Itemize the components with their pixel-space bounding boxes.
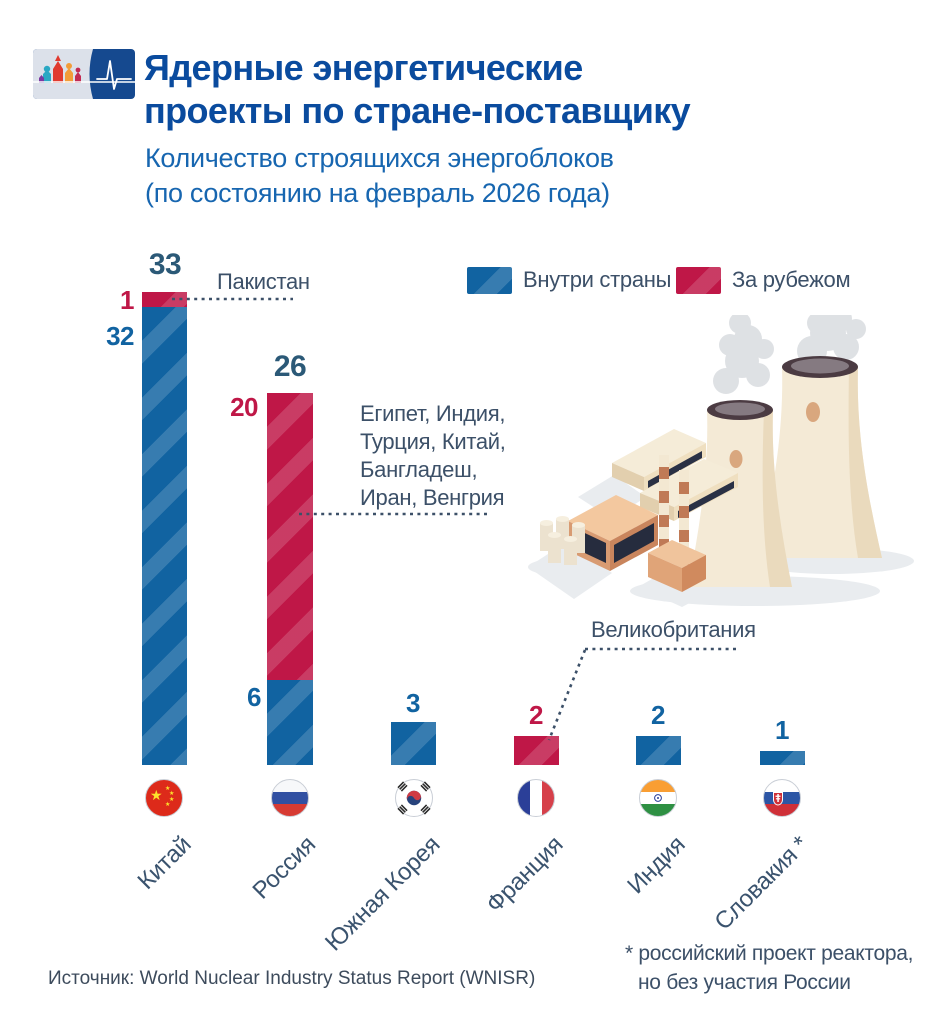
brand-logo [33,49,135,99]
title-line-2: проекты по стране-поставщику [144,90,691,131]
flag-slovakia-icon [763,779,801,817]
cathedral-icon [39,55,81,83]
cooling-tower-right [758,356,882,558]
page-subtitle: Количество строящихся энергоблоков (по с… [145,141,614,211]
category-label-india: Индия [621,831,691,900]
storage-tanks [540,516,585,565]
annotation-uk: Великобритания [591,617,756,642]
flag-russia-icon [271,779,309,817]
annotation-russia-line-1: Египет, Индия, [360,401,506,426]
value-southkorea: 3 [406,688,420,718]
annotation-pakistan: Пакистан [217,269,310,294]
footnote: * российский проект реактора, но без уча… [625,939,913,997]
pulse-icon [96,60,132,90]
flag-france-icon [517,779,555,817]
annotation-russia-line-4: Иран, Венгрия [360,485,505,510]
bar-china-abroad [142,292,187,307]
bar-russia-domestic [267,680,313,765]
category-label-slovakia: Словакия * [709,831,815,936]
value-abroad-china: 1 [120,285,134,315]
legend-label-domestic: Внутри страны [523,267,672,292]
legend-item-domestic: Внутри страны [467,266,671,294]
svg-text:★: ★ [165,785,170,792]
legend-label-abroad: За рубежом [732,267,851,292]
legend-swatch-abroad [676,266,721,294]
value-india: 2 [651,700,665,730]
value-domestic-china: 32 [106,321,134,351]
bar-china-domestic [142,307,187,765]
svg-text:★: ★ [150,788,163,804]
category-label-china: Китай [132,831,197,895]
svg-text:★: ★ [165,801,170,808]
value-france: 2 [529,700,543,730]
nuclear-plant-illustration [528,315,914,607]
bar-slovakia-domestic [760,751,805,765]
bar-france-abroad [514,736,559,765]
svg-text:★: ★ [169,796,174,803]
value-total-russia: 26 [273,350,307,383]
annotation-russia-line-3: Бангладеш, [360,457,478,482]
value-total-china: 33 [148,248,182,281]
bar-southkorea-domestic [391,722,436,765]
title-line-1: Ядерные энергетические [144,47,583,88]
value-slovakia: 1 [775,715,789,745]
footnote-line-1: * российский проект реактора, [625,942,914,965]
bar-russia-abroad [267,393,313,680]
category-label-russia: Россия [247,831,322,905]
legend-item-abroad: За рубежом [676,266,851,294]
category-label-france: Франция [480,831,569,919]
bar-india-domestic [636,736,681,765]
flag-china-icon: ★ ★ ★ ★ ★ [145,779,183,817]
annotation-russia-line-2: Турция, Китай, [360,429,506,454]
subtitle-line-1: Количество строящихся энергоблоков [145,143,614,173]
source-credit: Источник: World Nuclear Industry Status … [48,968,536,989]
value-domestic-russia: 6 [247,682,261,712]
flag-southkorea-icon [395,779,433,817]
value-abroad-russia: 20 [230,392,258,422]
annotation-russia-abroad: Египет, Индия, Турция, Китай, Бангладеш,… [360,400,506,512]
flag-india-icon [639,779,677,817]
chimney-base-building [648,540,706,592]
svg-text:★: ★ [169,790,174,797]
category-label-southkorea: Южная Корея [319,831,446,957]
page-title: Ядерные энергетические проекты по стране… [144,46,691,132]
footnote-line-2: но без участия России [638,971,851,994]
subtitle-line-2: (по состоянию на февраль 2026 года) [145,178,610,208]
legend-swatch-domestic [467,266,512,294]
smoke [713,315,866,394]
cooling-tower-left [688,400,792,587]
